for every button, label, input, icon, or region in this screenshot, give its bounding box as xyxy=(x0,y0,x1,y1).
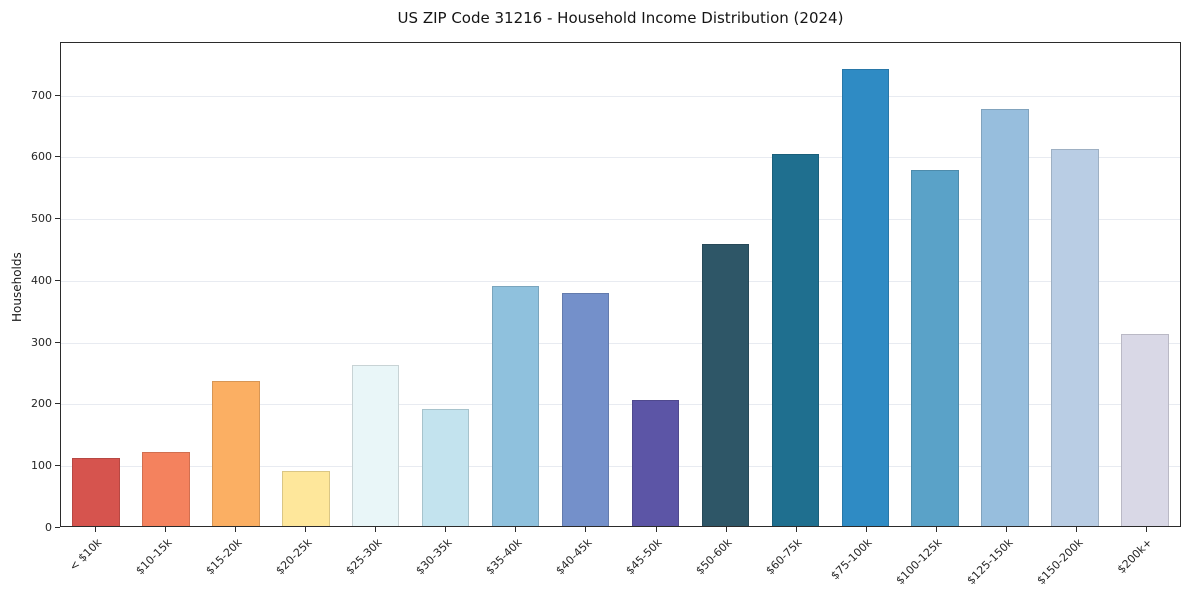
bar-slot xyxy=(341,43,411,526)
x-tick-mark xyxy=(375,527,377,532)
x-tick-mark xyxy=(445,527,447,532)
bar xyxy=(212,381,260,526)
x-tick-label: $125-150k xyxy=(963,536,1016,588)
bar-slot xyxy=(61,43,131,526)
x-tick-mark xyxy=(515,527,517,532)
x-tick-mark xyxy=(1145,527,1147,532)
y-axis-label: Households xyxy=(10,252,24,322)
y-tick-mark xyxy=(55,94,60,96)
gridline xyxy=(61,404,1180,406)
x-tick-mark xyxy=(95,527,97,532)
bar-slot xyxy=(271,43,341,526)
x-tick-label: $30-35k xyxy=(413,536,455,578)
x-tick-mark xyxy=(725,527,727,532)
bar xyxy=(421,409,470,526)
bar-slot xyxy=(131,43,201,526)
bar-slot xyxy=(760,43,830,526)
x-tick-label: $40-45k xyxy=(553,536,595,578)
x-tick-mark xyxy=(935,527,937,532)
gridlines xyxy=(61,43,1180,526)
bar xyxy=(631,399,680,526)
y-tick-mark xyxy=(55,156,60,158)
bar xyxy=(1051,149,1099,526)
y-tick-label: 500 xyxy=(31,212,52,226)
gridline xyxy=(61,466,1180,468)
x-tick-mark xyxy=(865,527,867,532)
gridline xyxy=(61,95,1180,97)
bar-slot xyxy=(970,43,1040,526)
y-tick-mark xyxy=(55,465,60,467)
x-tick-label: $20-25k xyxy=(273,536,315,578)
x-tick-mark xyxy=(305,527,307,532)
x-tick-mark xyxy=(585,527,587,532)
plot-area xyxy=(60,42,1181,527)
bar xyxy=(1121,334,1169,526)
bar-slot xyxy=(690,43,760,526)
x-tick-label: $150-200k xyxy=(1033,536,1086,588)
x-tick-mark xyxy=(235,527,237,532)
x-tick-mark xyxy=(655,527,657,532)
bar xyxy=(72,458,120,526)
bar xyxy=(701,244,750,526)
y-tick-label: 100 xyxy=(31,459,52,473)
y-tick-label: 400 xyxy=(31,273,52,287)
gridline xyxy=(61,219,1180,221)
y-tick-mark xyxy=(55,218,60,220)
y-tick-mark xyxy=(55,279,60,281)
bar-slot xyxy=(830,43,900,526)
y-tick-label: 200 xyxy=(31,397,52,411)
bar-slot xyxy=(1110,43,1180,526)
x-tick-mark xyxy=(1005,527,1007,532)
chart-title: US ZIP Code 31216 - Household Income Dis… xyxy=(397,9,844,27)
bar-slot xyxy=(900,43,970,526)
bar xyxy=(351,364,400,526)
bar xyxy=(282,470,330,526)
x-tick-label: $75-100k xyxy=(828,536,875,583)
bar-slot xyxy=(621,43,691,526)
bar xyxy=(981,108,1029,526)
x-tick-label: < $10k xyxy=(66,536,105,574)
y-tick-label: 700 xyxy=(31,88,52,102)
x-tick-label: $45-50k xyxy=(623,536,665,578)
bar-slot xyxy=(481,43,551,526)
y-tick-label: 0 xyxy=(45,521,52,534)
bar-series xyxy=(61,43,1180,526)
bar xyxy=(911,170,959,526)
bar xyxy=(491,286,540,526)
x-tick-label: $50-60k xyxy=(693,536,735,578)
bar xyxy=(841,69,890,526)
x-tick-label: $35-40k xyxy=(483,536,525,578)
y-tick-mark xyxy=(55,403,60,405)
bar-slot xyxy=(551,43,621,526)
x-tick-mark xyxy=(795,527,797,532)
gridline xyxy=(61,342,1180,344)
bar xyxy=(561,293,610,526)
bar-slot xyxy=(1040,43,1110,526)
y-tick-mark xyxy=(55,527,60,528)
x-tick-label: $200k+ xyxy=(1115,536,1156,577)
x-tick-mark xyxy=(1075,527,1077,532)
gridline xyxy=(61,280,1180,282)
bar-slot xyxy=(411,43,481,526)
bar xyxy=(142,452,190,526)
bar xyxy=(771,153,820,526)
x-tick-label: $25-30k xyxy=(343,536,385,578)
x-tick-label: $10-15k xyxy=(133,536,175,578)
bar-slot xyxy=(201,43,271,526)
y-tick-label: 600 xyxy=(31,150,52,164)
x-tick-label: $15-20k xyxy=(203,536,245,578)
y-tick-label: 300 xyxy=(31,335,52,349)
x-tick-label: $60-75k xyxy=(763,536,805,578)
x-tick-label: $100-125k xyxy=(893,536,945,588)
y-tick-mark xyxy=(55,341,60,343)
x-tick-mark xyxy=(165,527,167,532)
gridline xyxy=(61,157,1180,159)
